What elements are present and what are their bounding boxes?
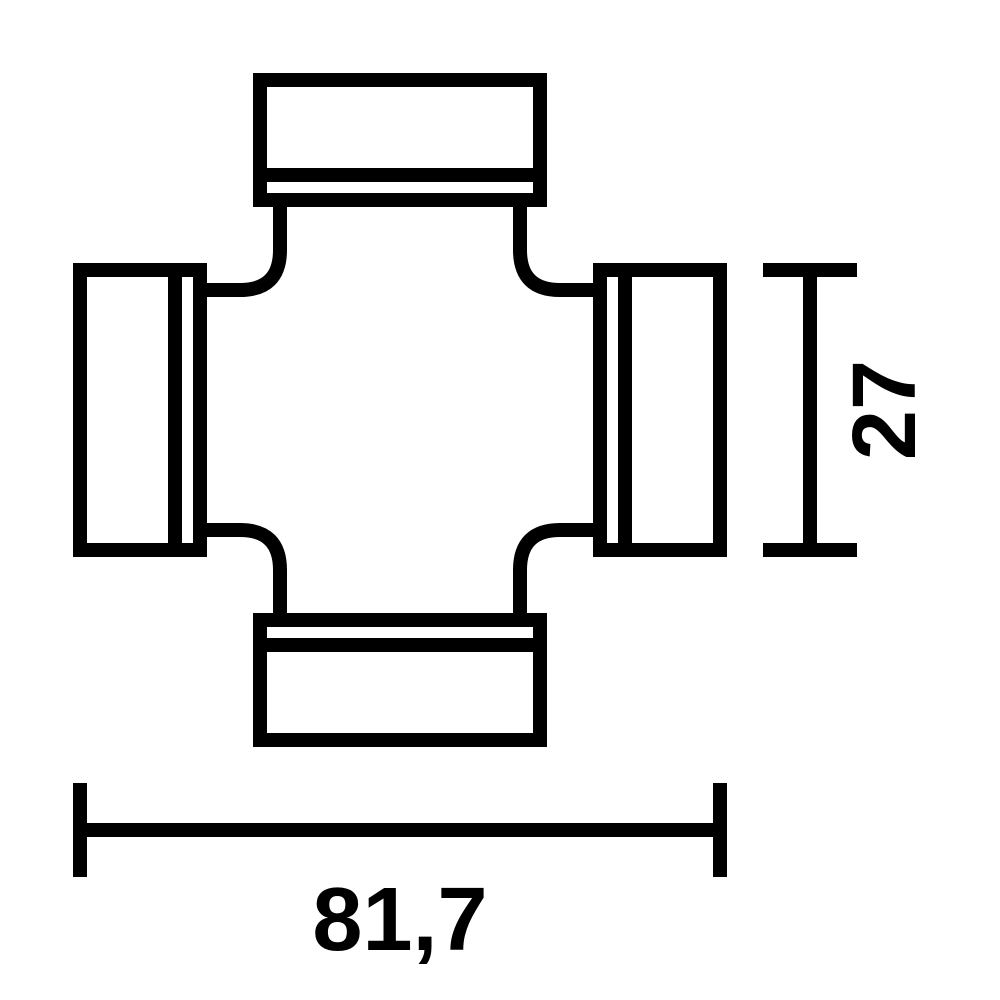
cap-right (600, 270, 720, 550)
cap-bottom (260, 620, 540, 740)
dimension-width-label: 81,7 (312, 870, 487, 970)
dimension-width: 81,7 (80, 790, 720, 970)
dimension-cap-height: 27 (770, 270, 935, 550)
dimension-cap-height-label: 27 (835, 360, 935, 460)
cross-body (200, 200, 600, 620)
cap-left (80, 270, 200, 550)
cap-top (260, 80, 540, 200)
